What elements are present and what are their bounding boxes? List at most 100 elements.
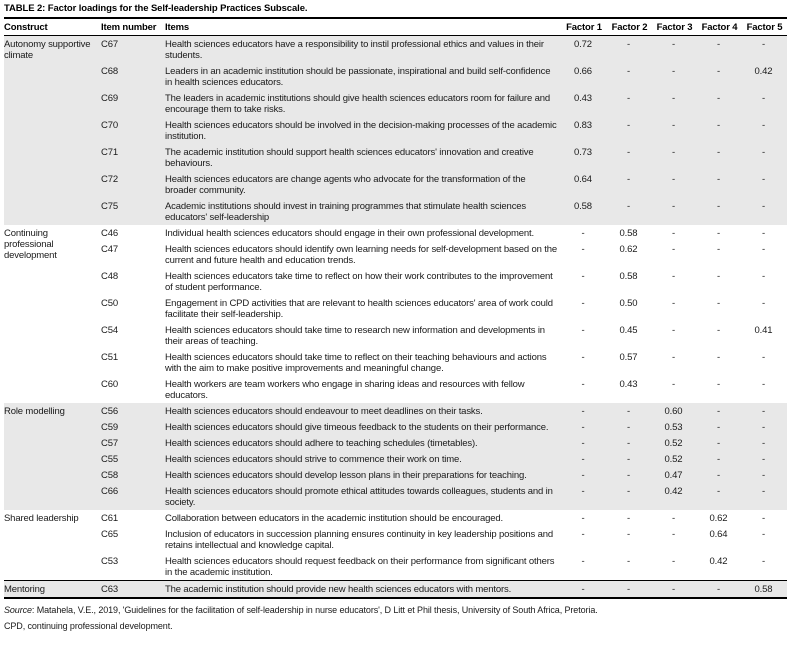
factor-3-value-cell: 0.47: [652, 467, 697, 483]
item-number-cell: C58: [101, 467, 165, 483]
factor-4-value-cell: -: [716, 298, 720, 309]
factor-5-value-cell: -: [742, 144, 787, 171]
col-header-factor-5: Factor 5: [742, 19, 787, 36]
item-text-cell: Health workers are team workers who enga…: [165, 379, 525, 401]
table-row: Shared leadership C61 Collaboration betwee…: [4, 510, 787, 526]
item-number-cell: C47: [101, 244, 118, 255]
item-number-cell: C75: [101, 198, 165, 225]
factor-2-value-cell: 0.50: [619, 298, 638, 309]
table-row: C72 Health sciences educators are change …: [4, 171, 787, 198]
factor-4-value-cell: -: [697, 580, 742, 598]
factor-5-value-cell: 0.41: [754, 325, 773, 336]
table-row: C68 Leaders in an academic institution sh…: [4, 63, 787, 90]
factor-4-value-cell: -: [716, 352, 720, 363]
table-row: C58 Health sciences educators should deve…: [4, 467, 787, 483]
item-text-cell: Academic institutions should invest in t…: [165, 198, 561, 225]
factor-2-value-cell: 0.43: [619, 379, 638, 390]
factor-3-value-cell: -: [671, 352, 675, 363]
table-row: C60 Health workers are team workers who e…: [4, 376, 787, 403]
factor-3-value-cell: -: [671, 556, 675, 567]
factor-3-value-cell: 0.52: [652, 451, 697, 467]
col-header-item-number: Item number: [101, 19, 165, 36]
table-row: C54 Health sciences educators should take…: [4, 322, 787, 349]
item-text-cell: Health sciences educators should strive …: [165, 451, 561, 467]
factor-2-value-cell: -: [607, 117, 652, 144]
factor-4-value-cell: -: [697, 435, 742, 451]
table-row: C50 Engagement in CPD activities that are…: [4, 295, 787, 322]
factor-3-value-cell: -: [652, 35, 697, 63]
factor-5-value-cell: -: [761, 228, 765, 239]
factor-2-value-cell: -: [607, 90, 652, 117]
factor-4-value-cell: -: [697, 451, 742, 467]
factor-1-value-cell: -: [581, 352, 585, 363]
item-text-cell: Health sciences educators should endeavo…: [165, 403, 561, 419]
table-row: Continuing professional development C46 In…: [4, 225, 787, 261]
factor-1-value-cell: -: [581, 379, 585, 390]
factor-4-value-cell: -: [716, 244, 720, 255]
item-number-cell: C68: [101, 63, 165, 90]
factor-5-value-cell: -: [761, 271, 765, 282]
item-text-cell: Collaboration between educators in the a…: [165, 513, 503, 524]
item-number-cell: C72: [101, 171, 165, 198]
factor-3-value-cell: -: [652, 63, 697, 90]
item-text-cell: Health sciences educators should request…: [165, 556, 555, 578]
col-header-factor-1: Factor 1: [561, 19, 607, 36]
table-body: Autonomy supportive climate C67 Health sci…: [4, 35, 787, 598]
item-text-cell: Health sciences educators should promote…: [165, 483, 561, 510]
construct-cell: Role modelling: [4, 403, 101, 510]
factor-1-value-cell: -: [561, 435, 607, 451]
factor-2-value-cell: -: [626, 513, 630, 524]
factor-2-value-cell: 0.57: [619, 352, 638, 363]
table-row: C53 Health sciences educators should requ…: [4, 553, 787, 581]
factor-5-value-cell: -: [761, 556, 765, 567]
factor-3-value-cell: -: [652, 90, 697, 117]
source-text: : Matahela, V.E., 2019, 'Guidelines for …: [31, 605, 598, 615]
factor-3-value-cell: -: [671, 244, 675, 255]
table-row: C47 Health sciences educators should iden…: [4, 241, 787, 268]
source-note: Source: Matahela, V.E., 2019, 'Guideline…: [4, 603, 787, 618]
item-text-cell: Engagement in CPD activities that are re…: [165, 298, 553, 320]
factor-4-value-cell: -: [697, 419, 742, 435]
factor-1-value-cell: 0.64: [561, 171, 607, 198]
table-title: TABLE 2: Factor loadings for the Self-le…: [4, 2, 787, 19]
factor-3-value-cell: -: [652, 198, 697, 225]
item-text-cell: Health sciences educators are change age…: [165, 171, 561, 198]
factor-5-value-cell: -: [761, 352, 765, 363]
item-text-cell: Individual health sciences educators sho…: [165, 228, 535, 239]
item-number-cell: C50: [101, 298, 118, 309]
factor-5-value-cell: -: [742, 483, 787, 510]
table-row: C69 The leaders in academic institutions …: [4, 90, 787, 117]
factor-3-value-cell: 0.53: [652, 419, 697, 435]
footnotes: Source: Matahela, V.E., 2019, 'Guideline…: [4, 599, 787, 633]
factor-1-value-cell: -: [561, 419, 607, 435]
table-row: C48 Health sciences educators take time t…: [4, 268, 787, 295]
item-number-cell: C71: [101, 144, 165, 171]
factor-4-value-cell: 0.64: [709, 529, 728, 540]
factor-3-value-cell: -: [671, 271, 675, 282]
factor-5-value-cell: -: [742, 451, 787, 467]
table-row: C51 Health sciences educators should take…: [4, 349, 787, 376]
table-row: Mentoring C63 The academic institution sho…: [4, 580, 787, 598]
factor-4-value-cell: -: [716, 379, 720, 390]
factor-4-value-cell: -: [697, 35, 742, 63]
factor-5-value-cell: -: [742, 171, 787, 198]
factor-1-value-cell: -: [581, 298, 585, 309]
factor-5-value-cell: 0.58: [742, 580, 787, 598]
item-number-cell: C57: [101, 435, 165, 451]
item-number-cell: C65: [101, 529, 118, 540]
factor-2-value-cell: -: [607, 403, 652, 419]
factor-3-value-cell: -: [671, 529, 675, 540]
factor-4-value-cell: -: [697, 467, 742, 483]
table-row: C71 The academic institution should suppo…: [4, 144, 787, 171]
table-row: Role modelling C56 Health sciences educato…: [4, 403, 787, 510]
factor-2-value-cell: -: [607, 171, 652, 198]
factor-1-value-cell: -: [561, 467, 607, 483]
factor-4-value-cell: -: [697, 171, 742, 198]
item-text-cell: The leaders in academic institutions sho…: [165, 90, 561, 117]
item-text-cell: Health sciences educators should give ti…: [165, 419, 561, 435]
factor-5-value-cell: -: [761, 244, 765, 255]
factor-1-value-cell: -: [581, 244, 585, 255]
item-text-cell: Health sciences educators should develop…: [165, 467, 561, 483]
factor-5-value-cell: -: [742, 419, 787, 435]
factor-1-value-cell: -: [561, 451, 607, 467]
